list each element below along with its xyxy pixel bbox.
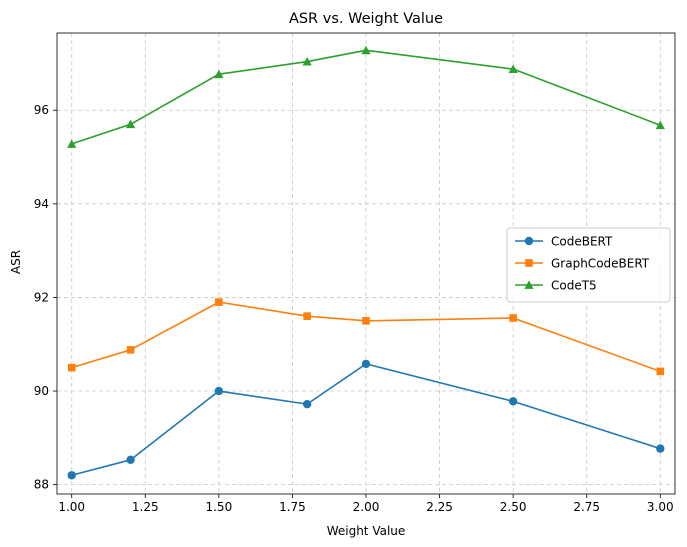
- data-point-codebert: [302, 399, 312, 409]
- data-point-codebert: [214, 386, 224, 396]
- y-tick-label: 94: [34, 197, 49, 211]
- series-layer: [67, 45, 665, 480]
- data-point-codet5: [508, 64, 518, 73]
- y-axis-title: ASR: [9, 250, 23, 274]
- data-point-codebert: [126, 455, 135, 465]
- legend-marker: [524, 280, 534, 289]
- series-codet5: [67, 45, 665, 148]
- legend-marker: [525, 259, 533, 267]
- data-point-graphcodebert: [126, 346, 135, 354]
- data-point-graphcodebert: [215, 298, 223, 306]
- data-point-codebert: [508, 397, 518, 406]
- y-tick-label: 96: [34, 103, 49, 117]
- legend-label: CodeBERT: [551, 235, 613, 249]
- data-point-codet5: [67, 139, 77, 148]
- x-tick-label: 3.00: [647, 500, 674, 514]
- legend-item-codebert: CodeBERT: [515, 235, 613, 249]
- data-point-codet5: [125, 119, 136, 129]
- x-tick-label: 2.75: [573, 500, 600, 514]
- data-point-graphcodebert: [656, 367, 665, 376]
- data-point-codebert: [656, 444, 665, 453]
- x-tick-label: 1.75: [279, 500, 306, 514]
- legend-marker: [524, 236, 534, 246]
- data-point-graphcodebert: [509, 314, 517, 322]
- x-axis-title: Weight Value: [327, 524, 406, 538]
- x-tick-label: 1.25: [132, 500, 159, 514]
- x-tick-label: 2.50: [500, 500, 527, 514]
- data-point-graphcodebert: [362, 317, 370, 325]
- x-tick-label: 1.00: [58, 500, 85, 514]
- data-point-graphcodebert: [67, 363, 76, 372]
- legend-item-graphcodebert: GraphCodeBERT: [515, 257, 650, 271]
- x-tick-label: 2.00: [353, 500, 380, 514]
- axis-ticks: 1.00 1.25 1.50 1.75 2.00 2.25 2.50 2.75 3.00 88 90…: [34, 103, 674, 514]
- series-graphcodebert: [67, 298, 665, 376]
- legend-item-codet5: CodeT5: [515, 279, 597, 293]
- data-point-codet5: [361, 45, 371, 55]
- data-point-codet5: [302, 56, 312, 66]
- data-point-graphcodebert: [303, 312, 311, 320]
- legend-label: CodeT5: [551, 279, 597, 293]
- legend-label: GraphCodeBERT: [551, 257, 650, 271]
- legend-box: [506, 227, 671, 303]
- chart-title: ASR vs. Weight Value: [289, 11, 443, 27]
- x-tick-label: 1.50: [205, 500, 232, 514]
- data-point-codebert: [67, 471, 76, 480]
- data-point-codet5: [655, 120, 665, 130]
- y-tick-label: 88: [34, 478, 49, 492]
- y-tick-label: 90: [34, 384, 49, 398]
- data-point-codet5: [214, 69, 224, 79]
- y-tick-label: 92: [34, 290, 49, 304]
- data-point-codebert: [361, 359, 371, 369]
- legend: CodeBERT GraphCodeBERT CodeT5: [506, 227, 671, 303]
- x-tick-label: 2.25: [426, 500, 453, 514]
- series-codebert: [67, 359, 665, 480]
